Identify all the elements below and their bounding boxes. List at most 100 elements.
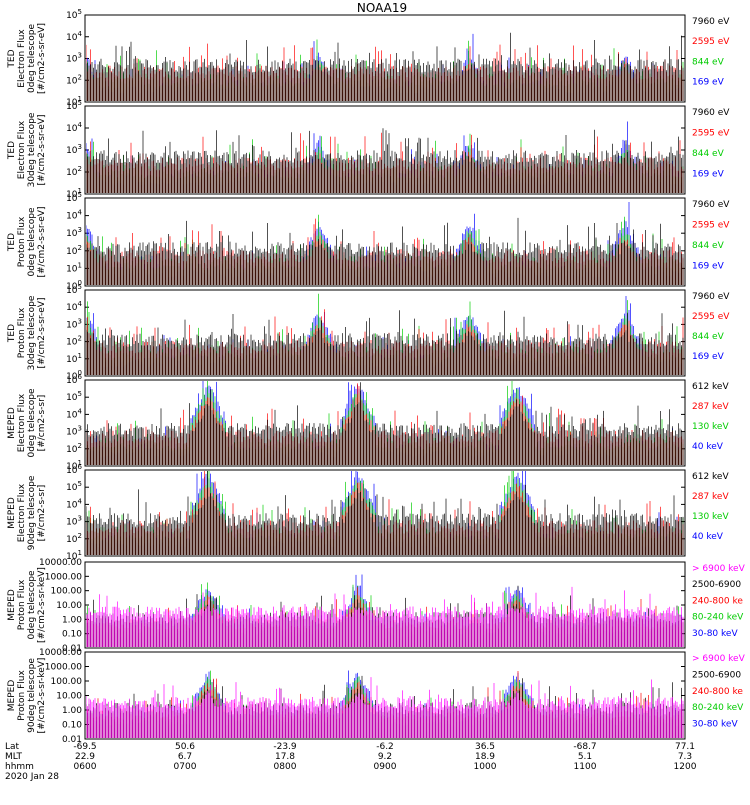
legend-entry: 612 keV — [692, 382, 729, 392]
data-traces — [86, 121, 684, 193]
y-tick-label: 104 — [66, 209, 82, 222]
y-axis-label: 30deg telescope — [27, 295, 37, 370]
series-trace — [86, 677, 684, 738]
y-tick-label: 100.00 — [51, 587, 83, 597]
y-axis-label: 90deg telescope — [27, 475, 37, 550]
plot-frame — [84, 379, 686, 467]
series-trace — [86, 310, 684, 375]
legend-entry: 30-80 keV — [692, 720, 738, 730]
x-tick-label-lat: -23.9 — [273, 742, 297, 752]
legend-entry: 240-800 ke — [692, 596, 743, 606]
legend-entry: 2595 eV — [692, 220, 730, 230]
legend-entry: 2595 eV — [692, 37, 730, 47]
legend-entry: 40 keV — [692, 442, 724, 452]
y-tick-label: 104 — [66, 30, 82, 43]
y-tick-label: 1.00 — [62, 615, 82, 625]
axis-row-label: MLT — [5, 752, 23, 762]
legend-entry: 80-240 keV — [692, 703, 744, 713]
y-axis-label: Electron Flux — [17, 483, 27, 542]
y-axis-label: TED — [7, 49, 17, 68]
x-tick-label-hhmm: 1200 — [674, 762, 697, 772]
legend-entry: 2500-6900 — [692, 670, 741, 680]
x-tick-label-hhmm: 0700 — [174, 762, 197, 772]
plot-frame — [84, 197, 686, 287]
x-tick-label-lat: 36.5 — [475, 742, 495, 752]
y-axis-label: Electron Flux — [17, 29, 27, 88]
y-tick-label: 1000.00 — [45, 572, 82, 582]
y-axis-label: Proton Flux — [17, 670, 27, 721]
data-traces — [86, 202, 684, 285]
y-axis-label: [#/cm2-s-sr-keV] — [37, 567, 47, 643]
y-tick-label: 10000.00 — [39, 558, 82, 568]
y-axis-label: 0deg telescope — [27, 388, 37, 458]
panel-7: 0.01 0.10 1.00 10.00 100.00 1000.00 10000.00 ME… — [7, 558, 746, 654]
y-axis-label: [#/cm2-s-sr-eV] — [37, 298, 47, 369]
series-trace — [86, 32, 684, 101]
legend-entry: 7960 eV — [692, 17, 730, 27]
legend-entry: 240-800 ke — [692, 687, 743, 697]
legend-entry: 844 eV — [692, 149, 725, 159]
legend-entry: 169 eV — [692, 352, 725, 362]
y-axis-label: [#/cm2-s-sr] — [37, 485, 47, 542]
series-trace — [86, 217, 684, 285]
series-trace — [86, 586, 684, 647]
legend-entry: 169 eV — [692, 78, 725, 88]
x-tick-label-lat: -68.7 — [573, 742, 596, 752]
y-tick-label: 103 — [66, 143, 82, 156]
y-axis-label: MEPED — [7, 589, 17, 621]
data-traces — [86, 574, 684, 647]
y-axis-label: MEPED — [7, 407, 17, 439]
y-axis-label: 0deg telescope — [27, 207, 37, 277]
axis-row-label: hhmm — [5, 762, 34, 772]
y-axis-label: 0deg telescope — [27, 24, 37, 94]
data-traces — [86, 32, 684, 101]
y-tick-label: 101 — [66, 352, 82, 365]
x-tick-label-mlt: 6.7 — [178, 752, 192, 762]
y-axis-label: MEPED — [7, 680, 17, 712]
plot-frame — [84, 14, 686, 103]
y-axis-label: TED — [7, 324, 17, 343]
y-axis-label: [#/cm2-s-sr-eV] — [37, 207, 47, 278]
y-axis-label: Proton Flux — [17, 307, 27, 358]
y-tick-label: 101 — [66, 261, 82, 274]
y-tick-label: 103 — [66, 425, 82, 438]
legend-entry: 2595 eV — [692, 312, 730, 322]
y-tick-label: 103 — [66, 317, 82, 330]
x-tick-label-mlt: 18.9 — [475, 752, 495, 762]
legend-entry: > 6900 keV — [692, 654, 746, 664]
y-tick-label: 1.00 — [62, 706, 82, 716]
y-tick-label: 105 — [66, 480, 82, 493]
y-axis-label: 0deg telescope — [27, 570, 37, 640]
x-tick-label-mlt: 9.2 — [378, 752, 392, 762]
y-tick-label: 105 — [66, 390, 82, 403]
y-axis-label: Electron Flux — [17, 120, 27, 179]
legend-entry: 612 keV — [692, 472, 729, 482]
legend-entry: 80-240 keV — [692, 613, 744, 623]
x-tick-label-hhmm: 0800 — [274, 762, 297, 772]
x-tick-label-mlt: 7.3 — [678, 752, 692, 762]
plot-frame — [84, 469, 686, 557]
legend-entry: 130 keV — [692, 422, 729, 432]
y-axis-label: TED — [7, 233, 17, 252]
data-traces — [86, 293, 684, 375]
series-trace — [86, 382, 684, 465]
series-trace — [86, 471, 684, 555]
plot-frame — [84, 561, 686, 649]
y-tick-label: 102 — [66, 532, 82, 545]
x-tick-label-hhmm: 1100 — [574, 762, 597, 772]
y-tick-label: 104 — [66, 497, 82, 510]
y-tick-label: 104 — [66, 121, 82, 134]
y-tick-label: 0.10 — [62, 630, 82, 640]
data-traces — [86, 381, 684, 465]
legend-entry: 844 eV — [692, 332, 725, 342]
x-tick-label-lat: -69.5 — [73, 742, 96, 752]
legend-entry: 169 eV — [692, 169, 725, 179]
y-axis-label: [#/cm2-s-sr-eV] — [37, 115, 47, 186]
data-traces — [86, 471, 684, 555]
